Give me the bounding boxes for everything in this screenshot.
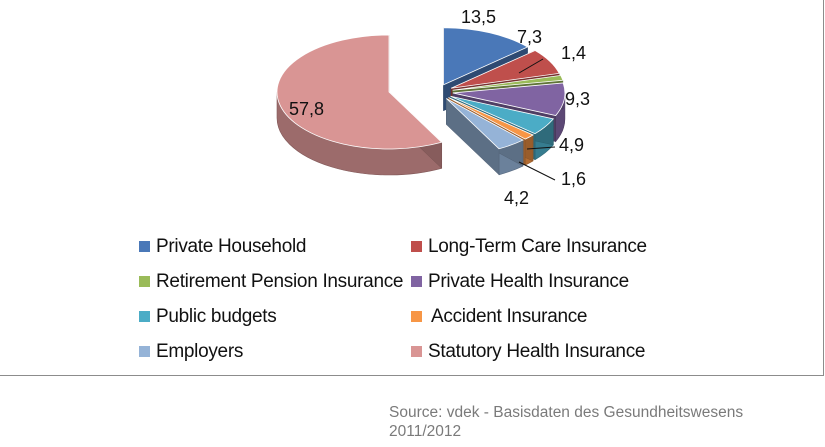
legend-label: Long-Term Care Insurance <box>428 235 647 257</box>
legend-swatch <box>139 311 150 322</box>
leader-line <box>526 146 556 150</box>
legend-label: Private Health Insurance <box>428 270 629 292</box>
pie-slice <box>446 98 524 150</box>
source-note: Source: vdek - Basisdaten des Gesundheit… <box>389 404 744 440</box>
legend-item-accident-insurance: Accident Insurance <box>411 305 681 328</box>
data-label: 9,3 <box>565 89 590 109</box>
legend-item-long-term-care: Long-Term Care Insurance <box>411 235 681 258</box>
legend: Private Household Long-Term Care Insuran… <box>139 235 699 363</box>
legend-swatch <box>139 276 150 287</box>
pie-chart: 13,5 7,3 1,4 9,3 4,9 1,6 4,2 57,8 <box>276 7 590 208</box>
legend-label: Statutory Health Insurance <box>428 340 646 362</box>
legend-swatch <box>139 346 150 357</box>
legend-item-private-health: Private Health Insurance <box>411 270 681 293</box>
legend-item-retirement-pension: Retirement Pension Insurance <box>139 270 411 293</box>
legend-item-public-budgets: Public budgets <box>139 305 411 328</box>
legend-label: Private Household <box>156 235 307 257</box>
chart-frame: 13,5 7,3 1,4 9,3 4,9 1,6 4,2 57,8 Private House… <box>0 0 824 376</box>
data-label: 4,2 <box>504 188 529 208</box>
pie-slice <box>452 74 564 91</box>
legend-item-private-household: Private Household <box>139 235 411 258</box>
data-label: 1,6 <box>561 169 586 189</box>
data-label: 57,8 <box>289 99 324 119</box>
pie-slice <box>450 95 555 135</box>
legend-swatch <box>411 276 422 287</box>
pie-slice <box>448 97 534 140</box>
legend-label: Retirement Pension Insurance <box>156 270 404 292</box>
data-label: 7,3 <box>517 27 542 47</box>
pie-slice <box>452 82 566 117</box>
legend-swatch <box>411 346 422 357</box>
data-label: 4,9 <box>559 135 584 155</box>
data-label: 13,5 <box>461 7 496 27</box>
data-label: 1,4 <box>561 43 586 63</box>
leader-line <box>518 58 544 74</box>
legend-label: Accident Insurance <box>431 305 588 327</box>
legend-label: Public budgets <box>156 305 277 327</box>
legend-swatch <box>411 241 422 252</box>
pie-slice <box>450 50 560 89</box>
pie-slice <box>443 27 529 86</box>
legend-swatch <box>139 241 150 252</box>
legend-swatch <box>411 311 422 322</box>
leader-line <box>518 161 556 181</box>
legend-item-employers: Employers <box>139 340 411 363</box>
pie-slice <box>276 34 443 150</box>
legend-label: Employers <box>156 340 244 362</box>
legend-item-statutory-health: Statutory Health Insurance <box>411 340 681 363</box>
